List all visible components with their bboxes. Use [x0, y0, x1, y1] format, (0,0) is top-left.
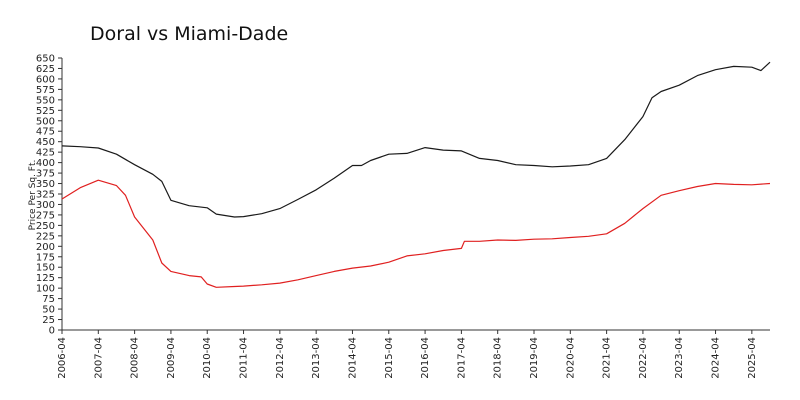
x-tick-label: 2021-04	[602, 337, 613, 379]
y-tick-label: 200	[36, 242, 55, 253]
y-tick-label: 225	[36, 231, 55, 242]
y-tick-label: 275	[36, 210, 55, 221]
x-tick-label: 2015-04	[384, 337, 395, 379]
x-tick-label: 2007-04	[93, 337, 104, 379]
y-tick-label: 175	[36, 252, 55, 263]
y-tick-label: 350	[36, 179, 55, 190]
x-tick-label: 2013-04	[311, 337, 322, 379]
y-tick-label: 450	[36, 137, 55, 148]
x-tick-label: 2019-04	[529, 337, 540, 379]
y-tick-label: 525	[36, 106, 55, 117]
x-tick-label: 2016-04	[420, 337, 431, 379]
y-tick-label: 50	[42, 305, 55, 316]
y-tick-label: 75	[42, 294, 55, 305]
y-tick-label: 650	[36, 54, 55, 65]
chart-title: Doral vs Miami-Dade	[90, 23, 288, 45]
x-tick-label: 2008-04	[130, 337, 141, 379]
x-tick-label: 2020-04	[565, 337, 576, 379]
x-tick-label: 2009-04	[166, 337, 177, 379]
series-line-doral	[61, 179, 771, 288]
x-axis: 2006-04 2007-04 2008-04 2009-04 2010-04 2011-…	[57, 329, 770, 379]
y-tick-label: 475	[36, 127, 55, 138]
y-tick-label: 250	[36, 221, 55, 232]
y-tick-label: 150	[36, 263, 55, 274]
x-tick-label: 2017-04	[456, 337, 467, 379]
y-tick-label: 0	[49, 326, 55, 337]
x-tick-label: 2025-04	[747, 337, 758, 379]
y-tick-label: 375	[36, 169, 55, 180]
y-tick-label: 625	[36, 64, 55, 75]
x-tick-label: 2012-04	[275, 337, 286, 379]
x-tick-label: 2023-04	[674, 337, 685, 379]
x-tick-label: 2010-04	[202, 337, 213, 379]
y-tick-label: 100	[36, 284, 55, 295]
y-tick-label: 400	[36, 158, 55, 169]
y-tick-label: 500	[36, 116, 55, 127]
series-layer	[61, 61, 771, 288]
x-tick-label: 2006-04	[57, 337, 68, 379]
x-tick-label: 2022-04	[638, 337, 649, 379]
x-tick-label: 2014-04	[347, 337, 358, 379]
y-axis-label: Price Per Sq. Ft.	[28, 160, 38, 231]
y-tick-label: 600	[36, 74, 55, 85]
y-tick-label: 425	[36, 148, 55, 159]
x-tick-label: 2018-04	[493, 337, 504, 379]
y-tick-label: 25	[42, 315, 55, 326]
series-line-miami-dade	[61, 61, 771, 218]
y-tick-label: 125	[36, 273, 55, 284]
y-axis: 0255075100125150175200225250275300325350…	[36, 54, 63, 337]
y-tick-label: 325	[36, 190, 55, 201]
y-tick-label: 550	[36, 95, 55, 106]
x-tick-label: 2011-04	[239, 337, 250, 379]
y-tick-label: 300	[36, 200, 55, 211]
y-tick-label: 575	[36, 85, 55, 96]
x-tick-label: 2024-04	[711, 337, 722, 379]
